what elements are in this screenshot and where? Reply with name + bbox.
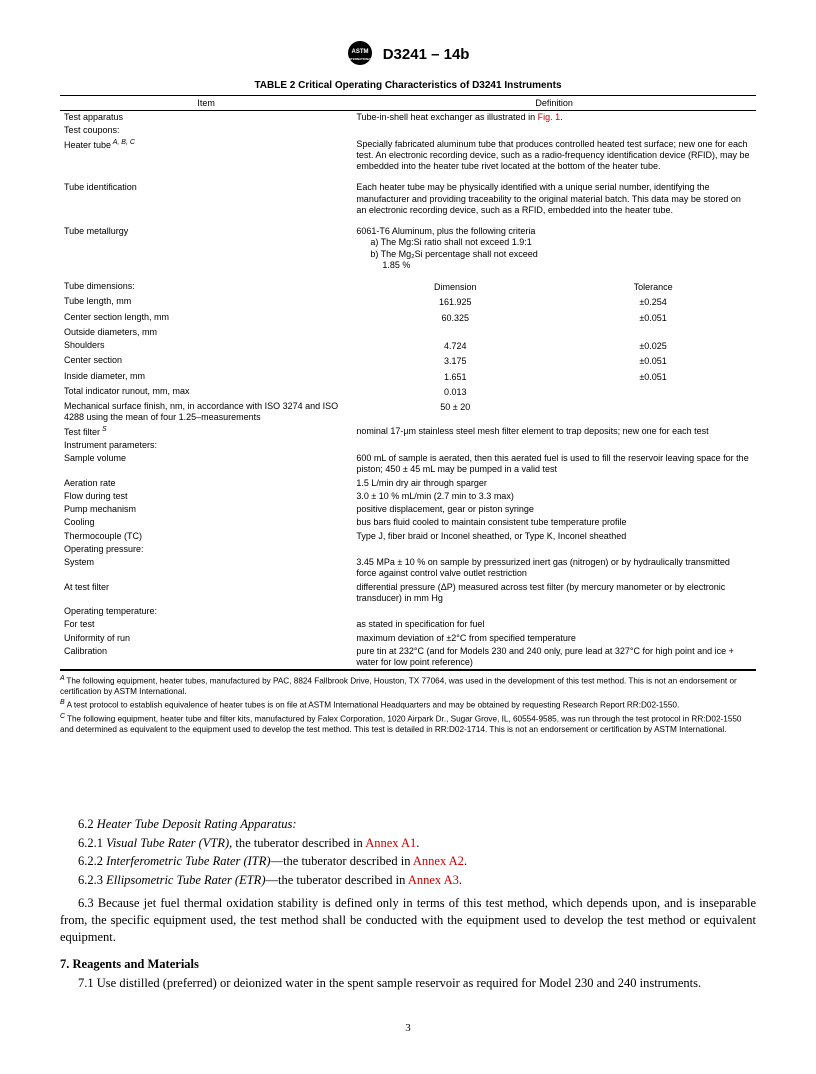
item-cell: Calibration [60, 645, 352, 670]
annex-a2-link[interactable]: Annex A2 [413, 854, 464, 868]
def-cell: 3.0 ± 10 % mL/min (2.7 min to 3.3 max) [352, 490, 756, 503]
table-row: Pump mechanism positive displacement, ge… [60, 503, 756, 516]
astm-logo-icon: ASTM INTERNATIONAL [347, 40, 373, 70]
def-cell: 1.5 L/min dry air through sparger [352, 477, 756, 490]
item-cell: Center section [60, 354, 352, 369]
def-cell: positive displacement, gear or piston sy… [352, 503, 756, 516]
table-row: Sample volume 600 mL of sample is aerate… [60, 452, 756, 477]
section-7-heading: 7. Reagents and Materials [60, 956, 756, 973]
table-row: Tube length, mm 161.925±0.254 [60, 295, 756, 310]
item-cell: Tube dimensions: [60, 280, 352, 295]
document-header: ASTM INTERNATIONAL D3241 – 14b [60, 40, 756, 70]
def-cell: Each heater tube may be physically ident… [352, 181, 756, 217]
def-cell: as stated in specification for fuel [352, 618, 756, 631]
item-cell: For test [60, 618, 352, 631]
def-cell: Tube-in-shell heat exchanger as illustra… [352, 111, 756, 125]
table-row: Test coupons: [60, 124, 756, 137]
table-row: Cooling bus bars fluid cooled to maintai… [60, 516, 756, 529]
def-cell: pure tin at 232°C (and for Models 230 an… [352, 645, 756, 670]
item-cell: Instrument parameters: [60, 439, 352, 452]
def-cell: Type J, fiber braid or Inconel sheathed,… [352, 530, 756, 543]
table-row: Test filter S nominal 17-µm stainless st… [60, 425, 756, 439]
item-cell: Heater tube A, B, C [60, 138, 352, 174]
table-row: At test filter differential pressure (ΔP… [60, 581, 756, 606]
table-row: Aeration rate 1.5 L/min dry air through … [60, 477, 756, 490]
item-cell: Tube identification [60, 181, 352, 217]
page-number: 3 [60, 1022, 756, 1034]
footnote-a: The following equipment, heater tubes, m… [60, 677, 737, 696]
item-cell: Test apparatus [60, 111, 352, 125]
item-cell: Tube length, mm [60, 295, 352, 310]
def-cell: Dimension Tolerance [352, 280, 756, 295]
item-cell: Test filter S [60, 425, 352, 439]
item-cell: Uniformity of run [60, 632, 352, 645]
table-row: Outside diameters, mm [60, 326, 756, 339]
fig-link[interactable]: Fig. 1 [538, 112, 561, 122]
table-row: Heater tube A, B, C Specially fabricated… [60, 138, 756, 174]
item-cell: At test filter [60, 581, 352, 606]
item-cell: Test coupons: [60, 124, 352, 137]
annex-a1-link[interactable]: Annex A1 [365, 836, 416, 850]
item-cell: Tube metallurgy [60, 225, 352, 272]
annex-a3-link[interactable]: Annex A3 [408, 873, 459, 887]
item-cell: Inside diameter, mm [60, 370, 352, 385]
table-row: Calibration pure tin at 232°C (and for M… [60, 645, 756, 670]
svg-text:INTERNATIONAL: INTERNATIONAL [347, 57, 371, 61]
item-cell: Mechanical surface finish, nm, in accord… [60, 400, 352, 425]
def-cell: Specially fabricated aluminum tube that … [352, 138, 756, 174]
table-title: TABLE 2 Critical Operating Characteristi… [60, 80, 756, 91]
def-cell: bus bars fluid cooled to maintain consis… [352, 516, 756, 529]
header-item: Item [60, 96, 352, 111]
item-cell: Sample volume [60, 452, 352, 477]
item-cell: Center section length, mm [60, 311, 352, 326]
header-definition: Definition [352, 96, 756, 111]
item-cell: Flow during test [60, 490, 352, 503]
table-row: Thermocouple (TC) Type J, fiber braid or… [60, 530, 756, 543]
table-row: Center section length, mm 60.325±0.051 [60, 311, 756, 326]
svg-text:ASTM: ASTM [351, 49, 368, 55]
item-cell: Aeration rate [60, 477, 352, 490]
characteristics-table: Item Definition Test apparatus Tube-in-s… [60, 95, 756, 670]
item-cell: Thermocouple (TC) [60, 530, 352, 543]
item-cell: Total indicator runout, mm, max [60, 385, 352, 400]
def-cell: 6061-T6 Aluminum, plus the following cri… [352, 225, 756, 272]
item-cell: Operating temperature: [60, 605, 352, 618]
table-row: Test apparatus Tube-in-shell heat exchan… [60, 111, 756, 125]
def-cell: differential pressure (ΔP) measured acro… [352, 581, 756, 606]
table-row: Tube identification Each heater tube may… [60, 181, 756, 217]
item-cell: Pump mechanism [60, 503, 352, 516]
footnotes: A The following equipment, heater tubes,… [60, 670, 756, 735]
table-row: System 3.45 MPa ± 10 % on sample by pres… [60, 556, 756, 581]
table-row: Operating temperature: [60, 605, 756, 618]
item-cell: Outside diameters, mm [60, 326, 352, 339]
def-cell: 3.45 MPa ± 10 % on sample by pressurized… [352, 556, 756, 581]
table-row: Total indicator runout, mm, max 0.013 [60, 385, 756, 400]
paragraph-7-1: 7.1 Use distilled (preferred) or deioniz… [60, 975, 756, 992]
paragraph-6-3: 6.3 Because jet fuel thermal oxidation s… [60, 895, 756, 946]
table-row: Mechanical surface finish, nm, in accord… [60, 400, 756, 425]
def-cell: 600 mL of sample is aerated, then this a… [352, 452, 756, 477]
def-cell: maximum deviation of ±2°C from specified… [352, 632, 756, 645]
item-cell: Shoulders [60, 339, 352, 354]
table-row: Uniformity of run maximum deviation of ±… [60, 632, 756, 645]
def-cell: nominal 17-µm stainless steel mesh filte… [352, 425, 756, 439]
footnote-c: The following equipment, heater tube and… [60, 715, 741, 734]
doc-number: D3241 – 14b [383, 46, 470, 63]
item-cell: Operating pressure: [60, 543, 352, 556]
body-text: 6.2 Heater Tube Deposit Rating Apparatus… [60, 816, 756, 992]
table-row: Flow during test 3.0 ± 10 % mL/min (2.7 … [60, 490, 756, 503]
table-row: Inside diameter, mm 1.651±0.051 [60, 370, 756, 385]
footnote-b: A test protocol to establish equivalence… [67, 701, 680, 710]
table-row: For test as stated in specification for … [60, 618, 756, 631]
table-row: Center section 3.175±0.051 [60, 354, 756, 369]
table-row: Operating pressure: [60, 543, 756, 556]
table-row: Tube dimensions: Dimension Tolerance [60, 280, 756, 295]
item-cell: System [60, 556, 352, 581]
table-row: Tube metallurgy 6061-T6 Aluminum, plus t… [60, 225, 756, 272]
item-cell: Cooling [60, 516, 352, 529]
table-row: Shoulders 4.724±0.025 [60, 339, 756, 354]
table-row: Instrument parameters: [60, 439, 756, 452]
